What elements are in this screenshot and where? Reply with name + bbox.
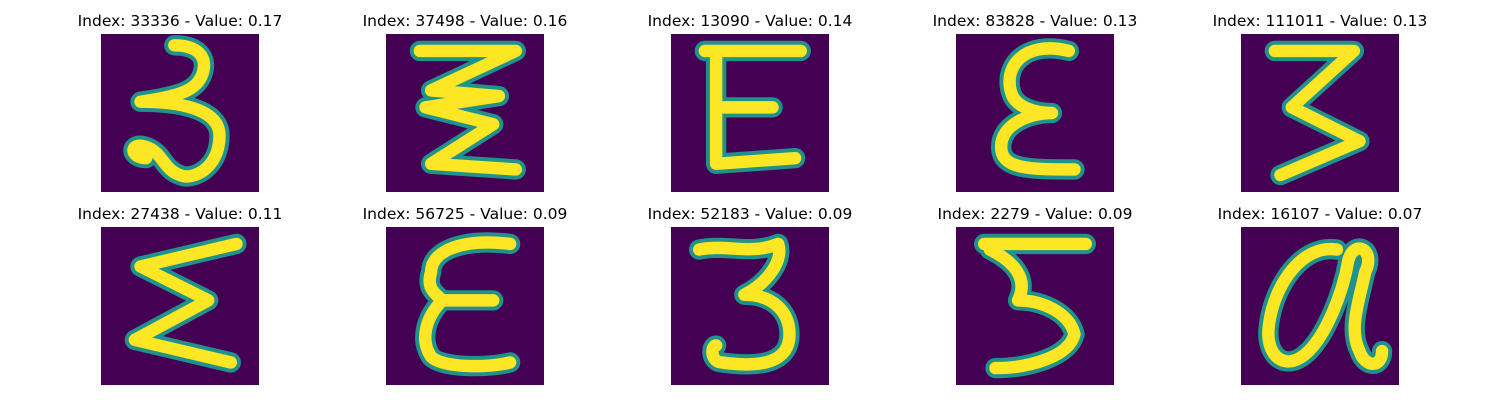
- digit-glyph: [123, 35, 230, 187]
- digit-glyph: [990, 38, 1085, 180]
- panel-title: Index: 111011 - Value: 0.13: [1212, 12, 1428, 30]
- grid-panel: Index: 83828 - Value: 0.13: [915, 12, 1155, 202]
- grid-panel: Index: 33336 - Value: 0.17: [60, 12, 300, 202]
- digit-glyph: [409, 40, 526, 180]
- grid-panel: Index: 13090 - Value: 0.14: [630, 12, 870, 202]
- grid-panel: Index: 16107 - Value: 0.07: [1200, 205, 1440, 395]
- digit-glyph: [415, 232, 521, 377]
- digit-image: [671, 34, 829, 192]
- panel-title: Index: 33336 - Value: 0.17: [77, 12, 283, 30]
- digit-image: [1241, 227, 1399, 385]
- grid-panel: Index: 27438 - Value: 0.11: [60, 205, 300, 395]
- digit-glyph: [694, 40, 811, 174]
- digit-image: [956, 34, 1114, 192]
- digit-image: [956, 227, 1114, 385]
- panel-title: Index: 37498 - Value: 0.16: [362, 12, 568, 30]
- panel-title: Index: 27438 - Value: 0.11: [77, 205, 283, 223]
- grid-panel: Index: 111011 - Value: 0.13: [1200, 12, 1440, 202]
- grid-panel: Index: 2279 - Value: 0.09: [915, 205, 1155, 395]
- panel-title: Index: 13090 - Value: 0.14: [647, 12, 853, 30]
- digit-image: [386, 34, 544, 192]
- digit-image: [1241, 34, 1399, 192]
- panel-title: Index: 56725 - Value: 0.09: [362, 205, 568, 223]
- digit-image: [101, 34, 259, 192]
- digit-image: [101, 227, 259, 385]
- digit-glyph: [124, 233, 247, 373]
- grid-panel: Index: 56725 - Value: 0.09: [345, 205, 585, 395]
- digit-glyph: [974, 233, 1096, 379]
- panel-title: Index: 2279 - Value: 0.09: [937, 205, 1133, 223]
- panel-title: Index: 16107 - Value: 0.07: [1217, 205, 1423, 223]
- digit-image: [671, 227, 829, 385]
- panel-title: Index: 83828 - Value: 0.13: [932, 12, 1138, 30]
- digit-glyph: [1258, 238, 1393, 374]
- grid-panel: Index: 37498 - Value: 0.16: [345, 12, 585, 202]
- digit-glyph: [1264, 40, 1370, 186]
- grid-panel: Index: 52183 - Value: 0.09: [630, 205, 870, 395]
- panel-title: Index: 52183 - Value: 0.09: [647, 205, 853, 223]
- digit-glyph: [689, 233, 800, 375]
- digit-image: [386, 227, 544, 385]
